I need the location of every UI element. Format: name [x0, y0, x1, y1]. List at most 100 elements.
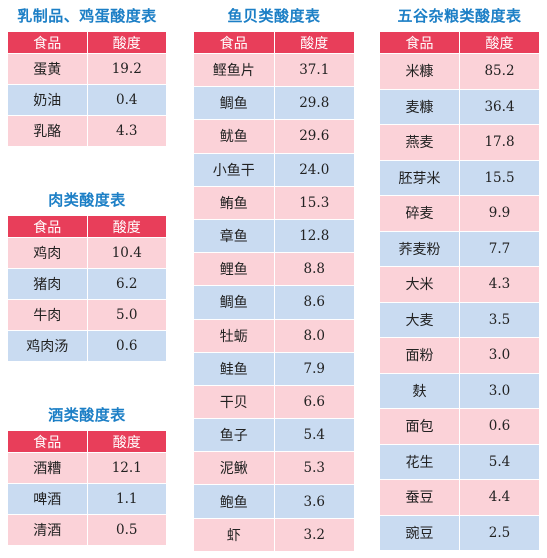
food-name: 鲤鱼: [193, 252, 275, 287]
table-row: 鸡肉汤 0.6: [7, 330, 167, 362]
food-name: 碎麦: [379, 195, 460, 232]
acidity-value: 36.4: [459, 88, 540, 125]
food-name: 牡蛎: [193, 318, 275, 353]
food-name: 面包: [379, 408, 460, 445]
table-row: 面粉 3.0: [379, 337, 540, 374]
acidity-table: 食品 酸度 鲣鱼片 37.1 鲷鱼 29.8 鱿鱼 29.6 小鱼干 24.0 鲔鱼 15.3 章鱼 12…: [193, 31, 355, 552]
panel-dairy-egg: 乳制品、鸡蛋酸度表 食品 酸度 蛋黄 19.2 奶油 0.4 乳酪 4.3: [7, 5, 167, 147]
food-name: 胚芽米: [379, 159, 460, 196]
food-name: 鱿鱼: [193, 119, 275, 154]
table-row: 豌豆 2.5: [379, 514, 540, 551]
food-name: 燕麦: [379, 124, 460, 161]
header-row: 食品 酸度: [193, 31, 355, 54]
food-name: 牛肉: [7, 299, 88, 331]
acidity-table: 食品 酸度 鸡肉 10.4 猪肉 6.2 牛肉 5.0 鸡肉汤 0.6: [7, 215, 167, 362]
table-row: 鲷鱼 29.8: [193, 86, 355, 121]
food-name: 啤酒: [7, 483, 88, 515]
header-acidity: 酸度: [459, 31, 540, 54]
table-row: 鲷鱼 8.6: [193, 285, 355, 320]
acidity-value: 15.5: [459, 159, 540, 196]
food-name: 奶油: [7, 84, 88, 116]
table-title: 鱼贝类酸度表: [227, 7, 321, 25]
table-title: 乳制品、鸡蛋酸度表: [17, 7, 157, 25]
acidity-value: 6.6: [273, 384, 355, 420]
header-row: 食品 酸度: [379, 31, 540, 54]
table-title: 肉类酸度表: [48, 191, 126, 209]
acidity-value: 5.4: [459, 443, 540, 480]
panel-grains: 五谷杂粮类酸度表 食品 酸度 米糠 85.2 麦糠 36.4 燕麦 17.8 胚芽米 15.5 碎麦…: [379, 5, 540, 551]
table-row: 奶油 0.4: [7, 84, 167, 116]
food-name: 鲑鱼: [193, 351, 275, 386]
table-row: 胚芽米 15.5: [379, 159, 540, 196]
food-name: 泥鳅: [193, 451, 275, 486]
acidity-value: 19.2: [86, 53, 167, 85]
table-row: 鸡肉 10.4: [7, 237, 167, 269]
header-food: 食品: [7, 31, 88, 54]
header-acidity: 酸度: [273, 31, 355, 54]
acidity-value: 1.1: [86, 483, 167, 515]
food-name: 麸: [379, 372, 460, 409]
table-row: 燕麦 17.8: [379, 124, 540, 161]
food-name: 鲍鱼: [193, 484, 275, 519]
table-row: 章鱼 12.8: [193, 218, 355, 254]
table-row: 荞麦粉 7.7: [379, 230, 540, 267]
food-name: 豌豆: [379, 514, 460, 551]
acidity-value: 12.8: [273, 218, 355, 254]
table-row: 蚕豆 4.4: [379, 479, 540, 516]
acidity-value: 2.5: [459, 514, 540, 551]
acidity-value: 3.6: [273, 484, 355, 519]
header-row: 食品 酸度: [7, 215, 167, 238]
table-title: 五谷杂粮类酸度表: [397, 7, 522, 25]
food-name: 酒糟: [7, 452, 88, 484]
acidity-value: 9.9: [459, 195, 540, 232]
table-row: 猪肉 6.2: [7, 268, 167, 300]
header-row: 食品 酸度: [7, 31, 167, 54]
header-food: 食品: [379, 31, 460, 54]
acidity-value: 6.2: [86, 268, 167, 300]
food-name: 蛋黄: [7, 53, 88, 85]
food-name: 花生: [379, 443, 460, 480]
food-name: 鱼子: [193, 418, 275, 453]
table-row: 乳酪 4.3: [7, 115, 167, 147]
panel-meat: 肉类酸度表 食品 酸度 鸡肉 10.4 猪肉 6.2 牛肉 5.0 鸡肉汤 0.6: [7, 189, 167, 362]
food-name: 鸡肉: [7, 237, 88, 269]
table-row: 鲣鱼片 37.1: [193, 52, 355, 88]
table-row: 泥鳅 5.3: [193, 451, 355, 486]
acidity-value: 8.6: [273, 285, 355, 320]
table-row: 鱼子 5.4: [193, 418, 355, 453]
food-name: 面粉: [379, 337, 460, 374]
food-name: 虾: [193, 517, 275, 552]
table-row: 啤酒 1.1: [7, 483, 167, 515]
table-row: 碎麦 9.9: [379, 195, 540, 232]
table-row: 虾 3.2: [193, 517, 355, 552]
table-row: 大米 4.3: [379, 266, 540, 303]
food-name: 章鱼: [193, 218, 275, 254]
table-row: 酒糟 12.1: [7, 452, 167, 484]
acidity-value: 29.8: [273, 86, 355, 121]
food-name: 清酒: [7, 514, 88, 546]
food-name: 米糠: [379, 53, 460, 90]
food-name: 麦糠: [379, 88, 460, 125]
acidity-value: 3.2: [273, 517, 355, 552]
header-food: 食品: [193, 31, 275, 54]
acidity-value: 8.8: [273, 252, 355, 287]
food-name: 乳酪: [7, 115, 88, 147]
acidity-value: 7.9: [273, 351, 355, 386]
food-name: 大麦: [379, 301, 460, 338]
header-row: 食品 酸度: [7, 430, 167, 453]
acidity-table: 食品 酸度 酒糟 12.1 啤酒 1.1 清酒 0.5: [7, 430, 167, 546]
panel-fish-shellfish: 鱼贝类酸度表 食品 酸度 鲣鱼片 37.1 鲷鱼 29.8 鱿鱼 29.6 小鱼干 24.0 鲔鱼 1…: [193, 5, 355, 552]
acidity-value: 0.4: [86, 84, 167, 116]
acidity-value: 0.6: [86, 330, 167, 362]
table-row: 米糠 85.2: [379, 53, 540, 90]
food-name: 猪肉: [7, 268, 88, 300]
acidity-value: 4.3: [86, 115, 167, 147]
acidity-table: 食品 酸度 米糠 85.2 麦糠 36.4 燕麦 17.8 胚芽米 15.5 碎麦 9.9 荞麦粉 7.7…: [379, 31, 540, 551]
acidity-value: 3.0: [459, 372, 540, 409]
food-name: 小鱼干: [193, 152, 275, 187]
acidity-table: 食品 酸度 蛋黄 19.2 奶油 0.4 乳酪 4.3: [7, 31, 167, 147]
table-row: 干贝 6.6: [193, 384, 355, 420]
food-name: 鲣鱼片: [193, 52, 275, 88]
acidity-value: 0.5: [86, 514, 167, 546]
acidity-value: 37.1: [273, 52, 355, 88]
